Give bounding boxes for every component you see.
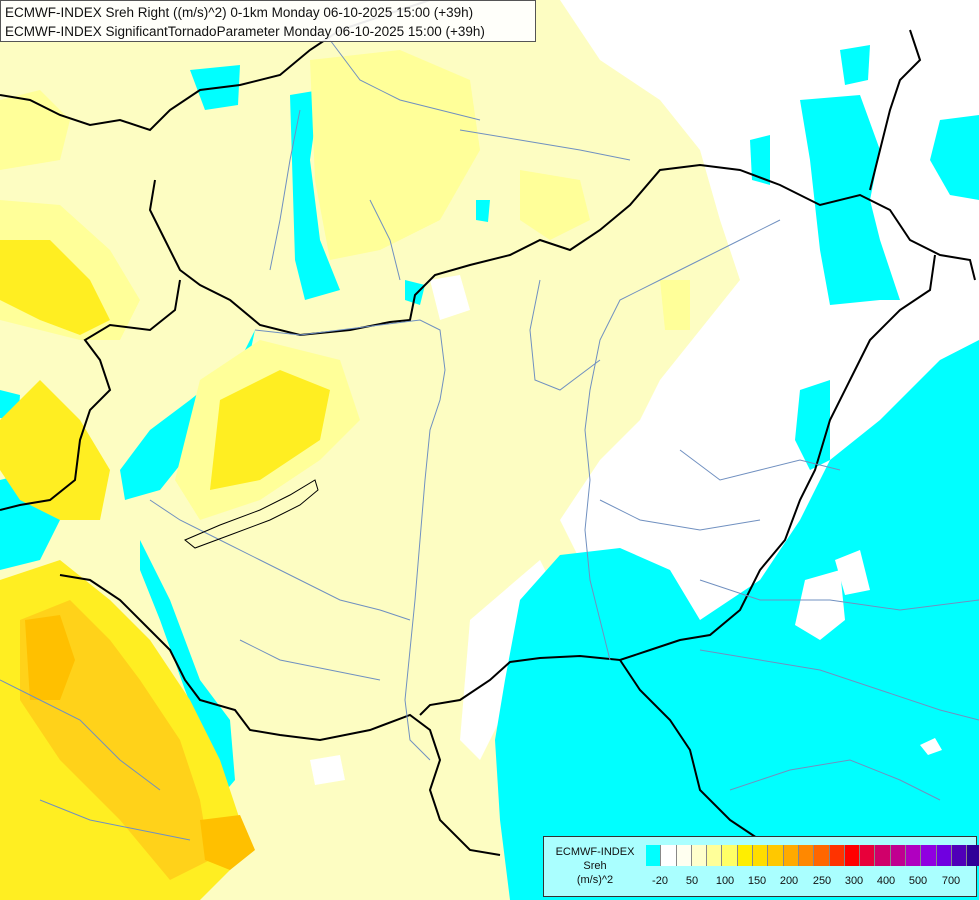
river-14	[459, 129, 631, 161]
legend-tick-label: 50	[685, 875, 699, 887]
legend-swatch	[783, 845, 799, 866]
river-7	[599, 499, 761, 531]
field-white-patch1	[795, 570, 845, 640]
field-yellow-n3	[660, 280, 690, 330]
field-cyan-northeast	[800, 95, 900, 305]
field-cyan-ne2	[930, 115, 979, 200]
river-danube	[254, 319, 446, 761]
border-northeast	[869, 29, 922, 191]
river-2	[369, 199, 401, 281]
legend-swatch	[722, 845, 738, 866]
country-borders	[0, 0, 976, 856]
river-13	[329, 39, 481, 121]
legend-swatch	[753, 845, 769, 866]
legend-line1: ECMWF-INDEX	[555, 846, 635, 858]
legend-tick-label: 300	[844, 875, 864, 887]
map-title-box: ECMWF-INDEX Sreh Right ((m/s)^2) 0-1km M…	[0, 0, 536, 42]
legend-swatch	[860, 845, 876, 866]
field-cyan-center-n	[405, 280, 425, 305]
field-cyan-southeast	[495, 340, 979, 900]
legend-swatch	[737, 845, 754, 866]
field-gold-northwest	[0, 240, 110, 335]
border-hungary-romania	[419, 254, 936, 716]
field-cyan-sw-strip	[140, 540, 235, 800]
field-white-patch5	[430, 275, 470, 320]
legend-swatch	[798, 845, 815, 866]
legend-swatch	[691, 845, 708, 866]
color-legend: ECMWF-INDEX Sreh (m/s)^2 -20 50 100 150 200 2…	[543, 836, 979, 897]
field-orange-sw	[25, 615, 75, 700]
rivers	[0, 39, 979, 841]
field-cyan-northwest	[290, 90, 340, 300]
lake-balaton	[184, 479, 319, 549]
field-white-top	[630, 0, 680, 45]
legend-swatch	[936, 845, 952, 866]
field-white-patch3	[920, 738, 942, 755]
field-white-patch2	[835, 550, 870, 595]
river-8	[699, 649, 979, 721]
river-6	[679, 449, 841, 481]
legend-swatch	[829, 845, 845, 866]
legend-swatch	[646, 845, 662, 866]
river-5	[239, 639, 381, 681]
legend-swatch	[768, 845, 784, 866]
legend-label: ECMWF-INDEX Sreh (m/s)^2	[548, 845, 642, 887]
legend-swatch	[951, 845, 968, 866]
river-11	[0, 679, 161, 791]
field-cyan-ne3	[840, 45, 870, 85]
legend-ticks: -20 50 100 150 200 250 300 400 500 700	[646, 875, 976, 891]
legend-swatch	[844, 845, 861, 866]
legend-tick-label: 500	[908, 875, 928, 887]
river-10	[729, 759, 941, 801]
border-serbia-romania	[619, 659, 761, 841]
legend-swatch	[814, 845, 830, 866]
field-yellow-west	[0, 380, 110, 520]
legend-tick-label: 400	[876, 875, 896, 887]
map-title-sreh: ECMWF-INDEX Sreh Right ((m/s)^2) 0-1km M…	[5, 5, 474, 20]
river-12	[39, 799, 191, 841]
field-yellow-n2	[520, 170, 590, 240]
legend-swatch	[661, 845, 677, 866]
legend-tick-label: 250	[812, 875, 832, 887]
legend-tick-label: 100	[715, 875, 735, 887]
legend-line3: (m/s)^2	[576, 874, 614, 886]
field-orange-south	[200, 815, 255, 870]
map-title-stp: ECMWF-INDEX SignificantTornadoParameter …	[5, 24, 485, 39]
legend-tick-label: 200	[779, 875, 799, 887]
border-southwest	[59, 574, 501, 856]
field-yellow-n4	[0, 90, 70, 170]
legend-tick-label: 150	[747, 875, 767, 887]
legend-swatch	[676, 845, 692, 866]
legend-swatches	[646, 845, 979, 866]
river-tisza	[584, 219, 781, 661]
border-west-austria	[0, 279, 181, 511]
river-9	[699, 579, 979, 611]
legend-swatch	[967, 845, 979, 866]
field-yellow-center2	[210, 370, 330, 490]
legend-swatch	[906, 845, 922, 866]
legend-tick-label: 700	[941, 875, 961, 887]
field-cyan-diagonal	[120, 330, 255, 500]
legend-swatch	[875, 845, 891, 866]
field-white-patch4	[310, 755, 345, 785]
river-1	[269, 109, 301, 271]
legend-swatch	[921, 845, 937, 866]
river-4	[149, 499, 411, 621]
legend-tick-label: -20	[652, 875, 668, 887]
border-slovakia-hungary	[148, 163, 976, 337]
field-cyan-ne4	[750, 135, 770, 185]
river-3	[529, 279, 601, 391]
legend-swatch	[707, 845, 723, 866]
legend-line2: Sreh	[583, 860, 607, 872]
field-cyan-small	[476, 200, 490, 222]
legend-swatch	[890, 845, 907, 866]
field-yellow-north	[310, 50, 480, 260]
